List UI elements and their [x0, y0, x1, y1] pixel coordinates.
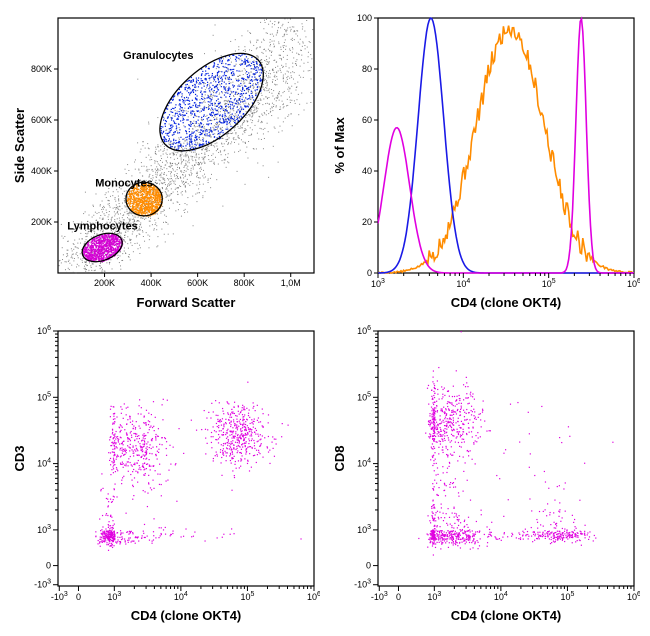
xlabel-cd4: CD4 (clone OKT4) — [451, 295, 562, 310]
panel-B-histogram: 103104105106020406080100CD4 (clone OKT4)… — [330, 10, 640, 313]
panel-A-fsc-ssc: GranulocytesMonocytesLymphocytes200K400K… — [10, 10, 320, 313]
gate-label-granulocytes: Granulocytes — [123, 50, 193, 62]
ylabel-cd8: CD8 — [332, 445, 347, 471]
gate-label-lymphocytes: Lymphocytes — [67, 221, 138, 233]
ylabel-pct-max: % of Max — [332, 117, 347, 174]
gate-label-monocytes: Monocytes — [95, 177, 152, 189]
panel-C-cd3-cd4: -1030103104105106-1030103104105106CD4 (c… — [10, 323, 320, 626]
hist-curve-blue — [378, 18, 634, 273]
xlabel-cd4: CD4 (clone OKT4) — [451, 608, 562, 623]
xlabel-forward-scatter: Forward Scatter — [137, 295, 236, 310]
ylabel-cd3: CD3 — [12, 445, 27, 471]
xlabel-cd4: CD4 (clone OKT4) — [131, 608, 242, 623]
panel-D-cd8-cd4: -1030103104105106-1030103104105106CD4 (c… — [330, 323, 640, 626]
figure-grid: GranulocytesMonocytesLymphocytes200K400K… — [10, 10, 640, 626]
ylabel-side-scatter: Side Scatter — [12, 108, 27, 183]
hist-curve-orange — [378, 26, 634, 273]
